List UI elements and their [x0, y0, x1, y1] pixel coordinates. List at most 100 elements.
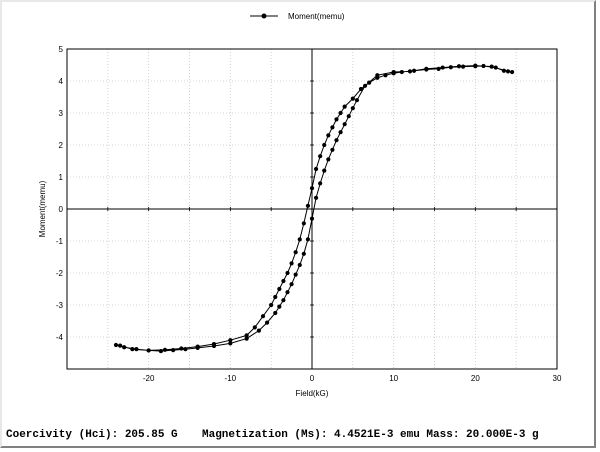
data-point [305, 237, 311, 242]
data-point [273, 294, 278, 300]
data-point [289, 261, 294, 266]
data-point [158, 348, 164, 354]
data-point [260, 314, 266, 319]
data-point [350, 96, 355, 101]
data-point [269, 302, 274, 308]
data-point [367, 80, 372, 85]
data-point [313, 166, 319, 172]
x-axis-title: Field(kG) [296, 389, 329, 398]
data-point [211, 343, 217, 349]
series-layer [113, 63, 515, 354]
data-point [322, 142, 327, 148]
coercivity-text: Coercivity (Hci): 205.85 G [6, 429, 178, 441]
data-point [281, 298, 286, 303]
data-point [285, 270, 290, 276]
data-point [346, 114, 351, 119]
data-point [424, 66, 429, 71]
data-point [277, 286, 282, 292]
data-point [411, 68, 417, 73]
legend-marker [261, 13, 267, 19]
data-point [195, 345, 200, 350]
x-tick-label: 30 [553, 374, 562, 383]
data-point [228, 341, 233, 346]
data-point [383, 73, 388, 78]
data-point [473, 63, 478, 68]
x-tick-label: 10 [389, 374, 398, 383]
data-point [256, 328, 262, 333]
data-point [318, 154, 323, 159]
data-point [493, 65, 498, 70]
zero-axes [67, 49, 557, 369]
data-point [130, 347, 135, 352]
x-tick-label: 0 [310, 374, 315, 383]
data-point [407, 69, 413, 74]
x-tick-label: -20 [143, 374, 155, 383]
data-point [162, 347, 168, 352]
data-point [456, 64, 462, 69]
data-point [399, 69, 404, 75]
data-point [334, 138, 339, 143]
data-point [342, 122, 347, 127]
data-point [183, 347, 188, 352]
y-axis-title: Moment(memu) [38, 180, 47, 237]
data-point [293, 250, 298, 255]
data-point [297, 237, 302, 242]
data-point [277, 304, 282, 309]
data-point [301, 221, 306, 226]
data-point [313, 195, 319, 200]
data-point [509, 69, 515, 75]
legend: Moment(memu) [250, 12, 345, 21]
data-point [326, 133, 331, 138]
y-tick-label: -4 [56, 333, 64, 342]
data-point [338, 110, 343, 116]
data-point [122, 345, 127, 350]
y-tick-label: 4 [59, 77, 64, 86]
data-point [309, 216, 315, 221]
data-point [293, 272, 298, 277]
data-point [117, 343, 123, 348]
magnetization-text: Magnetization (Ms): 4.4521E-3 emu Mass: … [202, 429, 539, 441]
data-point [113, 342, 119, 348]
data-point [342, 104, 347, 109]
y-tick-label: 0 [59, 205, 64, 214]
data-point [264, 320, 270, 325]
x-tick-label: 20 [471, 374, 480, 383]
data-point [350, 106, 355, 111]
data-point [489, 64, 494, 69]
data-point [134, 347, 139, 352]
y-tick-label: 2 [59, 141, 64, 150]
data-point [244, 333, 249, 338]
data-point [460, 64, 466, 69]
y-tick-label: 5 [59, 45, 64, 54]
y-tick-label: 1 [59, 173, 64, 182]
data-point [297, 262, 302, 268]
data-point [281, 278, 286, 284]
data-point [436, 66, 441, 71]
y-tick-label: -3 [56, 301, 64, 310]
data-point [305, 203, 311, 208]
data-point [391, 69, 396, 75]
y-tick-label: 3 [59, 109, 64, 118]
data-point [228, 338, 233, 343]
data-point [326, 157, 331, 162]
data-point [330, 125, 335, 130]
data-point [501, 68, 507, 73]
data-point [179, 346, 184, 351]
y-tick-label: -1 [56, 237, 64, 246]
data-point [440, 65, 445, 70]
data-point [330, 147, 335, 152]
footer: Coercivity (Hci): 205.85 G Magnetization… [6, 429, 596, 443]
data-point [505, 69, 511, 74]
data-point [354, 98, 360, 103]
data-point [362, 83, 368, 88]
data-point [285, 290, 290, 295]
data-point [338, 130, 343, 135]
data-point [448, 65, 453, 70]
data-point [146, 348, 151, 353]
y-tick-labels: -4 -3 -2 -1 0 1 2 3 4 5 [56, 45, 64, 342]
legend-label: Moment(memu) [288, 12, 345, 21]
data-point [244, 336, 249, 341]
data-point [309, 186, 315, 191]
y-tick-label: -2 [56, 269, 64, 278]
